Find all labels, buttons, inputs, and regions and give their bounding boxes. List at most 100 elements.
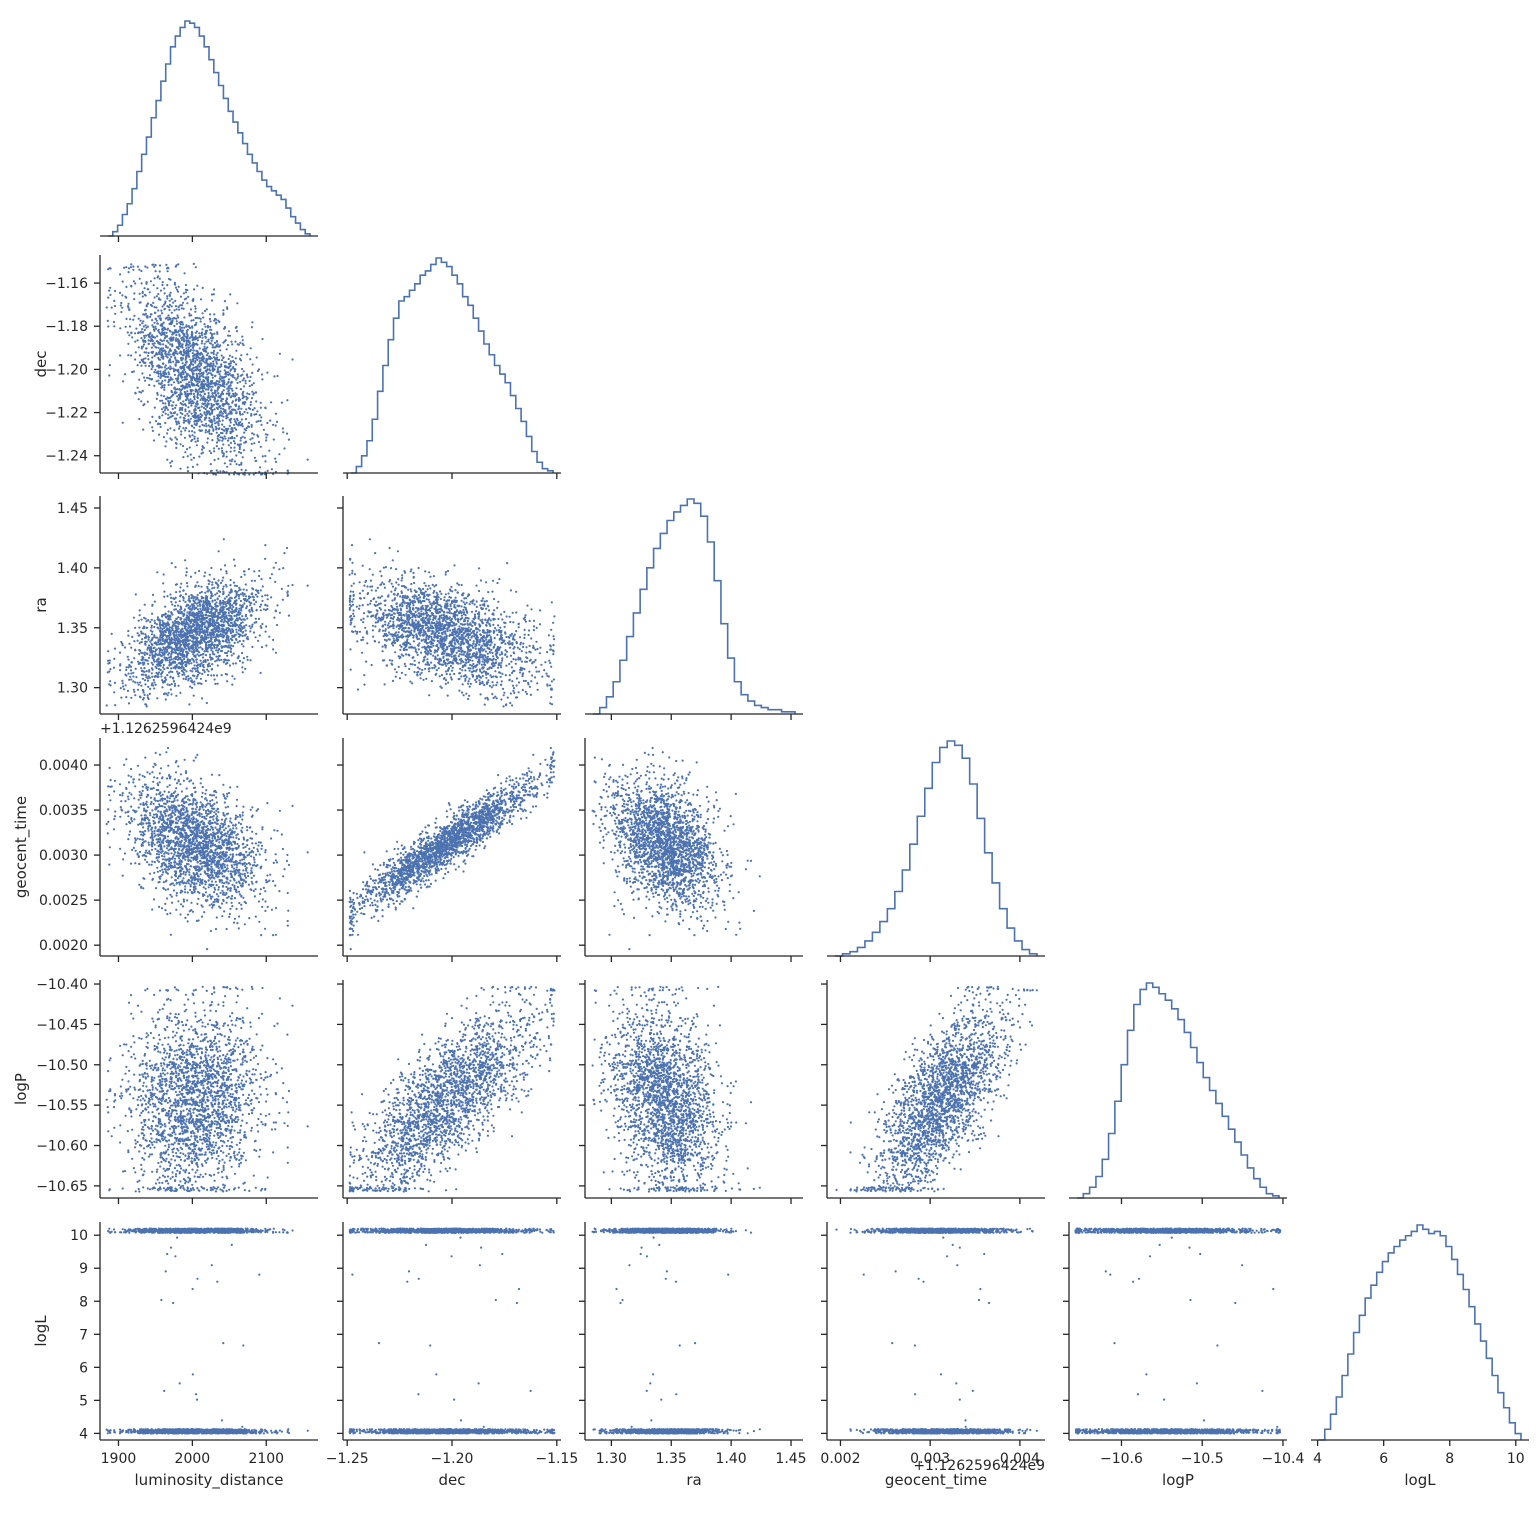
scatter-point bbox=[226, 635, 228, 637]
scatter-point bbox=[185, 291, 187, 293]
scatter-point bbox=[236, 631, 238, 633]
scatter-point bbox=[230, 579, 232, 581]
scatter-point bbox=[182, 456, 184, 458]
scatter-point bbox=[181, 339, 183, 341]
scatter-point bbox=[124, 373, 126, 375]
scatter-point bbox=[272, 648, 274, 650]
scatter-point bbox=[222, 312, 224, 314]
scatter-point bbox=[153, 647, 155, 649]
scatter-point bbox=[255, 460, 257, 462]
scatter-point bbox=[229, 419, 231, 421]
scatter-point bbox=[287, 585, 289, 587]
scatter-point bbox=[205, 614, 207, 616]
scatter-point bbox=[138, 634, 140, 636]
scatter-point bbox=[225, 605, 227, 607]
scatter-point bbox=[235, 357, 237, 359]
scatter-point bbox=[210, 362, 212, 364]
scatter-point bbox=[128, 271, 130, 273]
scatter-point bbox=[193, 600, 195, 602]
scatter-point bbox=[221, 580, 223, 582]
scatter-point bbox=[186, 289, 188, 291]
scatter-point bbox=[169, 616, 171, 618]
scatter-point bbox=[163, 386, 165, 388]
scatter-point bbox=[121, 307, 123, 309]
scatter-point bbox=[241, 652, 243, 654]
scatter-point bbox=[228, 408, 230, 410]
scatter-point bbox=[246, 599, 248, 601]
scatter-point bbox=[184, 627, 186, 629]
scatter-point bbox=[147, 694, 149, 696]
scatter-point bbox=[253, 442, 255, 444]
scatter-point bbox=[199, 425, 201, 427]
scatter-point bbox=[224, 645, 226, 647]
scatter-point bbox=[158, 671, 160, 673]
scatter-point bbox=[143, 358, 145, 360]
scatter-point bbox=[155, 306, 157, 308]
scatter-point bbox=[179, 642, 181, 644]
scatter-point bbox=[162, 358, 164, 360]
scatter-point bbox=[152, 365, 154, 367]
scatter-point bbox=[291, 358, 293, 360]
scatter-point bbox=[137, 266, 139, 268]
scatter-point bbox=[182, 590, 184, 592]
scatter-point bbox=[187, 470, 189, 472]
scatter-point bbox=[139, 609, 141, 611]
scatter-point bbox=[164, 292, 166, 294]
scatter-point bbox=[210, 389, 212, 391]
scatter-point bbox=[178, 672, 180, 674]
scatter-point bbox=[282, 567, 284, 569]
scatter-point bbox=[125, 266, 127, 268]
scatter-point bbox=[243, 602, 245, 604]
scatter-point bbox=[274, 581, 276, 583]
scatter-point bbox=[180, 443, 182, 445]
scatter-point bbox=[206, 330, 208, 332]
scatter-point bbox=[149, 421, 151, 423]
scatter-point bbox=[167, 381, 169, 383]
scatter-point bbox=[156, 322, 158, 324]
scatter-point bbox=[191, 400, 193, 402]
scatter-point bbox=[211, 357, 213, 359]
scatter-point bbox=[189, 611, 191, 613]
scatter-point bbox=[180, 430, 182, 432]
scatter-point bbox=[163, 333, 165, 335]
scatter-point bbox=[242, 635, 244, 637]
scatter-point bbox=[144, 679, 146, 681]
scatter-point bbox=[276, 604, 278, 606]
scatter-point bbox=[183, 658, 185, 660]
scatter-point bbox=[147, 303, 149, 305]
scatter-point bbox=[223, 538, 225, 540]
scatter-point bbox=[202, 661, 204, 663]
scatter-point bbox=[214, 678, 216, 680]
scatter-point bbox=[149, 291, 151, 293]
scatter-point bbox=[235, 454, 237, 456]
scatter-point bbox=[153, 681, 155, 683]
scatter-point bbox=[264, 558, 266, 560]
scatter-point bbox=[222, 628, 224, 630]
scatter-point bbox=[243, 627, 245, 629]
scatter-point bbox=[229, 425, 231, 427]
scatter-point bbox=[192, 347, 194, 349]
scatter-point bbox=[133, 691, 135, 693]
scatter-point bbox=[166, 648, 168, 650]
scatter-point bbox=[239, 640, 241, 642]
scatter-point bbox=[230, 644, 232, 646]
scatter-point bbox=[221, 440, 223, 442]
scatter-point bbox=[162, 281, 164, 283]
scatter-point bbox=[146, 670, 148, 672]
scatter-point bbox=[246, 373, 248, 375]
scatter-point bbox=[216, 647, 218, 649]
scatter-point bbox=[251, 432, 253, 434]
scatter-point bbox=[114, 704, 116, 706]
scatter-point bbox=[231, 675, 233, 677]
scatter-point bbox=[109, 294, 111, 296]
scatter-point bbox=[228, 358, 230, 360]
scatter-point bbox=[186, 653, 188, 655]
scatter-point bbox=[129, 318, 131, 320]
scatter-point bbox=[171, 612, 173, 614]
scatter-point bbox=[175, 622, 177, 624]
scatter-point bbox=[163, 322, 165, 324]
scatter-point bbox=[255, 636, 257, 638]
scatter-point bbox=[174, 566, 176, 568]
scatter-point bbox=[227, 382, 229, 384]
scatter-point bbox=[173, 598, 175, 600]
